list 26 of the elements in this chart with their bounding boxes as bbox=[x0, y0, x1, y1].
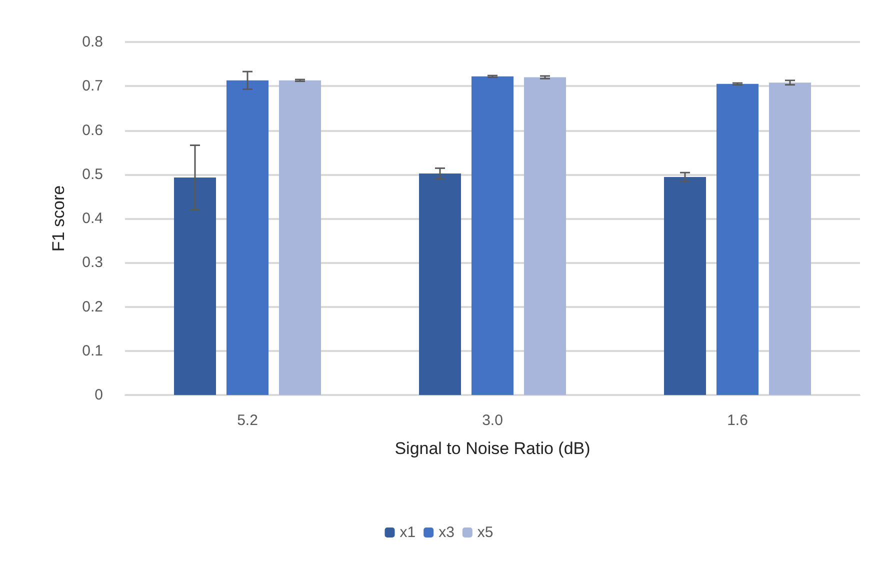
bar bbox=[769, 82, 811, 395]
bar bbox=[664, 177, 706, 395]
y-tick-label: 0.1 bbox=[82, 342, 103, 360]
x-tick-label: 3.0 bbox=[482, 412, 503, 429]
y-tick-label: 0.2 bbox=[82, 298, 103, 316]
y-tick-label: 0.4 bbox=[82, 210, 103, 227]
x-tick-label: 1.6 bbox=[727, 412, 748, 429]
bar bbox=[472, 76, 514, 395]
y-tick-label: 0.3 bbox=[82, 254, 103, 272]
bar bbox=[419, 173, 461, 395]
bar bbox=[524, 77, 566, 395]
y-tick-label: 0.7 bbox=[82, 78, 103, 95]
bar bbox=[279, 80, 321, 395]
y-tick-label: 0.6 bbox=[82, 122, 103, 139]
y-tick-label: 0.8 bbox=[82, 34, 103, 50]
legend-label: x1 bbox=[400, 524, 416, 541]
bar bbox=[226, 80, 268, 395]
y-axis-title: F1 score bbox=[49, 185, 68, 252]
legend-label: x3 bbox=[438, 524, 454, 541]
legend-label: x5 bbox=[477, 524, 494, 541]
x-axis-title: Signal to Noise Ratio (dB) bbox=[394, 439, 590, 458]
y-tick-label: 0.5 bbox=[82, 166, 103, 183]
y-tick-label: 0 bbox=[94, 386, 103, 404]
x-tick-label: 5.2 bbox=[237, 412, 258, 429]
bar bbox=[716, 84, 758, 395]
bar bbox=[174, 177, 216, 395]
